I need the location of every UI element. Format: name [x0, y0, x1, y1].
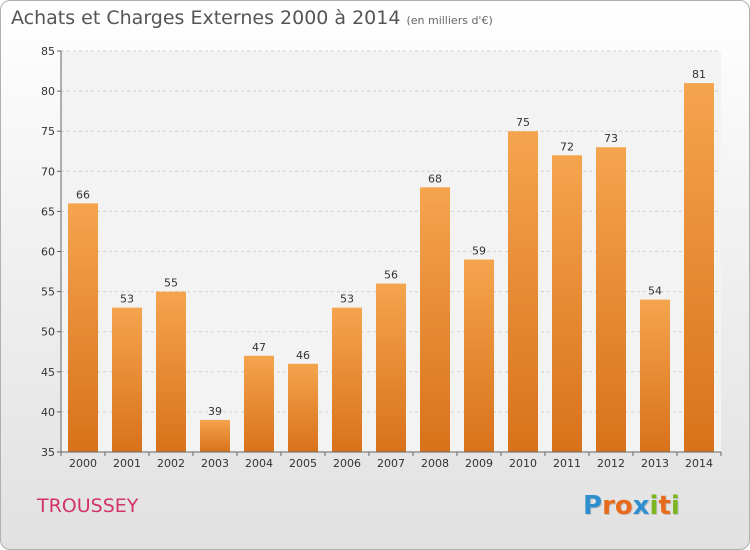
data-label: 39: [208, 405, 222, 418]
y-tick-label: 45: [41, 366, 55, 379]
data-label: 59: [472, 245, 486, 258]
data-label: 66: [76, 188, 90, 201]
x-tick-label: 2010: [509, 457, 537, 470]
data-label: 53: [120, 293, 134, 306]
bar: [508, 131, 538, 452]
logo-letter: i: [649, 491, 659, 521]
y-tick-label: 70: [41, 165, 55, 178]
bar: [596, 147, 626, 453]
x-tick-label: 2003: [201, 457, 229, 470]
bar: [684, 83, 714, 452]
y-tick-label: 75: [41, 125, 55, 138]
axis-layer: 35 40 45 50 55 60 65 70 75 80 85 2000 2001 2002 2003 20…: [41, 45, 722, 470]
bar: [68, 203, 98, 452]
chart-title: Achats et Charges Externes 2000 à 2014 (e…: [11, 7, 493, 29]
x-tick-label: 2004: [245, 457, 273, 470]
x-tick-label: 2012: [597, 457, 625, 470]
data-label: 73: [604, 132, 618, 145]
data-label: 54: [648, 285, 662, 298]
bar: [288, 363, 318, 452]
x-tick-label: 2002: [157, 457, 185, 470]
data-label: 47: [252, 341, 266, 354]
bar: [156, 291, 186, 452]
y-tick-label: 85: [41, 45, 55, 58]
x-tick-label: 2013: [641, 457, 669, 470]
commune-name: TROUSSEY: [37, 495, 139, 517]
logo-letter: r: [602, 491, 615, 521]
data-label: 75: [516, 116, 530, 129]
x-tick-label: 2001: [113, 457, 141, 470]
logo-letter: P: [583, 491, 603, 521]
x-tick-label: 2008: [421, 457, 449, 470]
bar: [640, 299, 670, 452]
x-tick-label: 2011: [553, 457, 581, 470]
data-label: 81: [692, 68, 706, 81]
x-tick-label: 2000: [69, 457, 97, 470]
x-tick-label: 2007: [377, 457, 405, 470]
y-tick-label: 55: [41, 286, 55, 299]
x-tick-label: 2005: [289, 457, 317, 470]
data-label: 46: [296, 349, 310, 362]
logo-letter: t: [658, 491, 671, 521]
x-tick-label: 2006: [333, 457, 361, 470]
data-label: 72: [560, 140, 574, 153]
proxiti-logo: Proxiti: [583, 491, 680, 521]
label-layer: 66 53 55 39 47 46 53 56 68 59 75 72 73 54 81: [76, 68, 706, 418]
data-label: 68: [428, 172, 442, 185]
x-tick-label: 2014: [685, 457, 713, 470]
y-tick-label: 50: [41, 326, 55, 339]
chart-title-text: Achats et Charges Externes 2000 à 2014: [11, 7, 401, 29]
data-label: 56: [384, 269, 398, 282]
y-tick-label: 35: [41, 446, 55, 459]
bar: [112, 307, 142, 452]
bar-layer: [68, 83, 714, 453]
bar: [244, 355, 274, 452]
y-tick-label: 40: [41, 406, 55, 419]
data-label: 55: [164, 277, 178, 290]
y-tick-label: 60: [41, 246, 55, 259]
data-label: 53: [340, 293, 354, 306]
bar: [332, 307, 362, 452]
bar: [200, 419, 230, 452]
x-tick-label: 2009: [465, 457, 493, 470]
y-tick-label: 80: [41, 85, 55, 98]
logo-letter: o: [614, 491, 633, 521]
logo-letter: x: [632, 491, 650, 521]
bar: [552, 155, 582, 452]
y-tick-label: 65: [41, 205, 55, 218]
bar: [420, 187, 450, 452]
bar: [376, 283, 406, 452]
logo-letter: i: [670, 491, 680, 521]
chart-subtitle: (en milliers d'€): [406, 14, 493, 27]
bar: [464, 259, 494, 452]
